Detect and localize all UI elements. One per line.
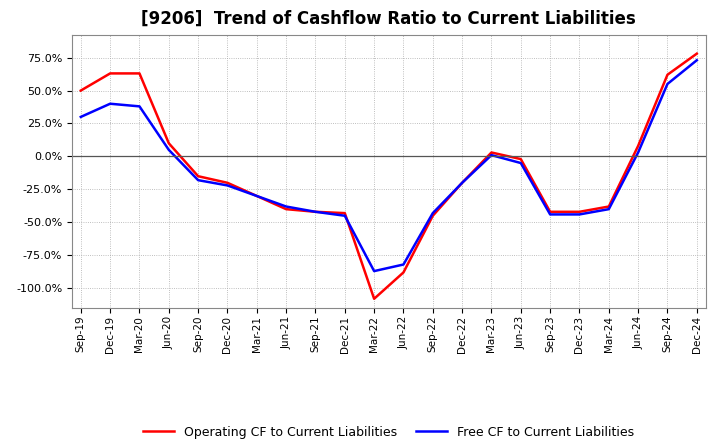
Operating CF to Current Liabilities <box>311 209 320 214</box>
Free CF to Current Liabilities <box>223 183 232 188</box>
Operating CF to Current Liabilities <box>341 210 349 216</box>
Free CF to Current Liabilities <box>106 101 114 106</box>
Free CF to Current Liabilities <box>370 268 379 274</box>
Free CF to Current Liabilities <box>516 161 525 166</box>
Operating CF to Current Liabilities <box>164 141 173 146</box>
Operating CF to Current Liabilities <box>253 193 261 198</box>
Operating CF to Current Liabilities <box>399 270 408 275</box>
Line: Free CF to Current Liabilities: Free CF to Current Liabilities <box>81 60 697 271</box>
Free CF to Current Liabilities <box>428 210 437 216</box>
Operating CF to Current Liabilities <box>135 71 144 76</box>
Free CF to Current Liabilities <box>546 212 554 217</box>
Free CF to Current Liabilities <box>487 153 496 158</box>
Free CF to Current Liabilities <box>341 213 349 218</box>
Free CF to Current Liabilities <box>76 114 85 120</box>
Free CF to Current Liabilities <box>194 177 202 183</box>
Operating CF to Current Liabilities <box>370 296 379 301</box>
Free CF to Current Liabilities <box>253 193 261 198</box>
Operating CF to Current Liabilities <box>458 180 467 185</box>
Free CF to Current Liabilities <box>164 147 173 153</box>
Operating CF to Current Liabilities <box>194 173 202 179</box>
Line: Operating CF to Current Liabilities: Operating CF to Current Liabilities <box>81 54 697 299</box>
Free CF to Current Liabilities <box>399 262 408 267</box>
Operating CF to Current Liabilities <box>663 72 672 77</box>
Free CF to Current Liabilities <box>282 204 290 209</box>
Operating CF to Current Liabilities <box>516 157 525 162</box>
Free CF to Current Liabilities <box>663 81 672 87</box>
Free CF to Current Liabilities <box>605 206 613 212</box>
Operating CF to Current Liabilities <box>106 71 114 76</box>
Free CF to Current Liabilities <box>458 180 467 185</box>
Legend: Operating CF to Current Liabilities, Free CF to Current Liabilities: Operating CF to Current Liabilities, Fre… <box>138 421 639 440</box>
Operating CF to Current Liabilities <box>487 150 496 155</box>
Operating CF to Current Liabilities <box>282 206 290 212</box>
Operating CF to Current Liabilities <box>693 51 701 56</box>
Operating CF to Current Liabilities <box>76 88 85 93</box>
Operating CF to Current Liabilities <box>546 209 554 214</box>
Free CF to Current Liabilities <box>135 104 144 109</box>
Operating CF to Current Liabilities <box>428 213 437 218</box>
Operating CF to Current Liabilities <box>223 180 232 185</box>
Free CF to Current Liabilities <box>693 58 701 63</box>
Free CF to Current Liabilities <box>311 209 320 214</box>
Title: [9206]  Trend of Cashflow Ratio to Current Liabilities: [9206] Trend of Cashflow Ratio to Curren… <box>141 10 636 28</box>
Free CF to Current Liabilities <box>634 150 642 155</box>
Operating CF to Current Liabilities <box>605 204 613 209</box>
Operating CF to Current Liabilities <box>634 143 642 149</box>
Free CF to Current Liabilities <box>575 212 584 217</box>
Operating CF to Current Liabilities <box>575 209 584 214</box>
